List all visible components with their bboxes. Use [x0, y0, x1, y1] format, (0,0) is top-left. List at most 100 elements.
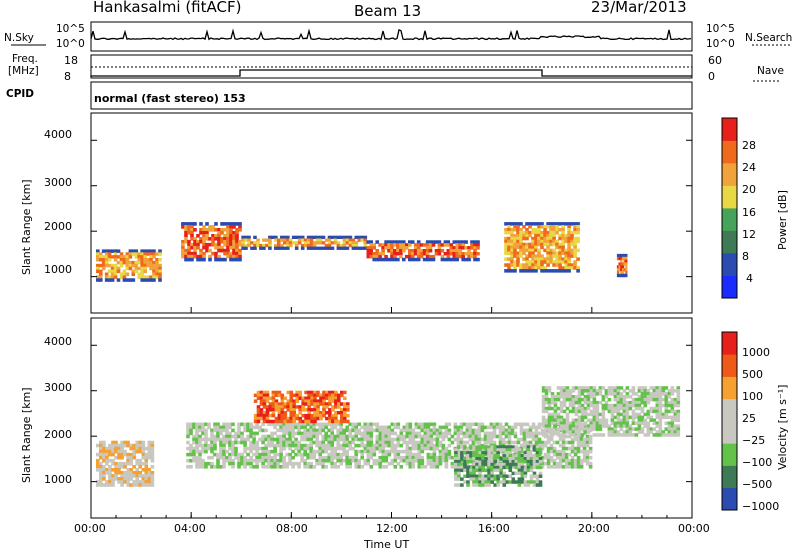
power-plot-cell-4: [552, 260, 556, 264]
vel-plot-cell-4: [592, 400, 597, 405]
power-plot-cell-1: [196, 245, 200, 250]
vel-plot-cell-1: [276, 452, 280, 457]
power-plot-cell-4: [576, 225, 580, 229]
power-plot-cell-3: [369, 254, 373, 259]
power-plot-cell-4: [522, 269, 526, 273]
vel-plot-cell-1: [555, 452, 560, 457]
vel-plot-cell-1: [519, 449, 524, 454]
vel-plot-cell-1: [324, 449, 328, 454]
vel-plot-cell-4: [562, 433, 567, 437]
power-plot-cell-2: [300, 238, 305, 242]
vel-plot-cell-2: [301, 396, 305, 400]
vel-plot-cell-1: [327, 452, 331, 457]
vel-plot-cell-3: [523, 468, 528, 473]
vel-plot-cell-1: [240, 455, 244, 460]
power-plot-cell-4: [540, 222, 544, 226]
vel-plot-cell-1: [234, 446, 238, 451]
power-plot-cell-4: [531, 222, 535, 226]
vel-plot-cell-3: [478, 480, 482, 484]
power-plot-cell-4: [525, 228, 529, 232]
vel-plot-cell-1: [381, 455, 386, 460]
vel-plot-cell-2: [289, 419, 294, 424]
vel-plot-cell-4: [604, 389, 609, 393]
vel-plot-cell-1: [279, 437, 283, 442]
vel-plot-cell-2: [337, 393, 341, 398]
vel-plot-cell-1: [291, 455, 295, 460]
vel-plot-cell-2: [340, 419, 344, 424]
vel-plot-cell-1: [270, 437, 274, 442]
vel-plot-cell-1: [354, 431, 358, 436]
vel-plot-cell-2: [259, 399, 264, 403]
vel-plot-cell-1: [522, 465, 527, 469]
vel-plot-cell-0: [141, 480, 146, 484]
power-plot-cell-1: [205, 245, 209, 250]
vel-plot-cell-1: [519, 443, 524, 448]
vel-plot-cell-2: [328, 402, 332, 406]
vel-plot-cell-4: [562, 386, 567, 390]
vel-cbar-tick-500: 500: [742, 368, 763, 381]
power-plot-cell-4: [540, 245, 544, 250]
vel-plot-cell-3: [454, 474, 458, 478]
power-plot-cell-5: [623, 259, 626, 263]
vel-plot-cell-1: [576, 458, 581, 463]
power-plot-cell-4: [504, 251, 508, 255]
vel-plot-cell-3: [478, 474, 482, 478]
power-plot-cell-0: [134, 269, 139, 274]
vel-plot-cell-3: [472, 448, 476, 452]
vel-plot-cell-4: [568, 427, 573, 431]
vel-plot-cell-4: [601, 412, 606, 417]
vel-plot-cell-3: [502, 448, 507, 452]
power-plot-cell-2: [247, 241, 251, 245]
vel-plot-cell-1: [288, 458, 292, 463]
vel-plot-cell-1: [309, 443, 313, 448]
vel-plot-cell-4: [556, 421, 561, 425]
power-plot-cell-4: [540, 225, 544, 229]
power-plot-cell-3: [455, 257, 459, 262]
vel-plot-cell-4: [652, 392, 657, 396]
vel-plot-cell-4: [655, 421, 660, 425]
power-plot-cell-2: [354, 243, 359, 248]
vel-plot-cell-1: [348, 446, 352, 451]
power-plot-cell-0: [143, 266, 147, 271]
vel-plot-cell-3: [472, 465, 476, 470]
vel-plot-cell-1: [537, 440, 542, 445]
vel-plot-cell-1: [309, 455, 313, 460]
vel-plot-cell-4: [616, 412, 621, 417]
power-plot-cell-2: [274, 238, 278, 242]
vel-plot-cell-1: [588, 465, 593, 469]
vel-plot-cell-2: [271, 399, 276, 403]
vel-plot-cell-1: [552, 446, 557, 451]
vel-plot-cell-4: [604, 395, 609, 399]
power-plot-cell-4: [531, 263, 535, 267]
vel-plot-cell-1: [216, 461, 220, 466]
vel-plot-cell-1: [549, 465, 554, 469]
vel-plot-cell-4: [580, 412, 585, 417]
vel-plot-cell-1: [432, 443, 437, 448]
vel-plot-cell-2: [262, 416, 267, 421]
vel-plot-cell-0: [138, 449, 142, 454]
power-plot-cell-1: [232, 257, 236, 262]
vel-plot-cell-3: [478, 454, 482, 458]
power-plot-cell-4: [543, 260, 547, 264]
vel-plot-cell-1: [261, 449, 265, 454]
vel-plot-cell-1: [276, 440, 280, 445]
vel-plot-cell-1: [429, 440, 434, 445]
vel-plot-cell-3: [475, 474, 479, 478]
power-plot-cell-1: [226, 234, 230, 238]
vel-plot-cell-4: [619, 424, 624, 428]
power-plot-cell-4: [531, 239, 535, 244]
power-plot-cell-3: [452, 257, 457, 262]
vel-plot-cell-2: [304, 408, 308, 412]
power-plot-cell-3: [452, 246, 457, 250]
vel-plot-cell-1: [225, 437, 229, 442]
power-plot-cell-4: [519, 222, 523, 226]
vel-plot-cell-1: [408, 452, 413, 457]
power-plot-cell-2: [348, 243, 353, 248]
vel-plot-cell-0: [123, 452, 127, 457]
vel-plot-cell-1: [561, 446, 566, 451]
vel-plot-cell-4: [673, 400, 678, 405]
vel-plot-cell-3: [499, 480, 503, 484]
vel-plot-cell-2: [322, 408, 326, 412]
vel-plot-cell-1: [501, 428, 506, 433]
vel-plot-cell-1: [264, 455, 268, 460]
